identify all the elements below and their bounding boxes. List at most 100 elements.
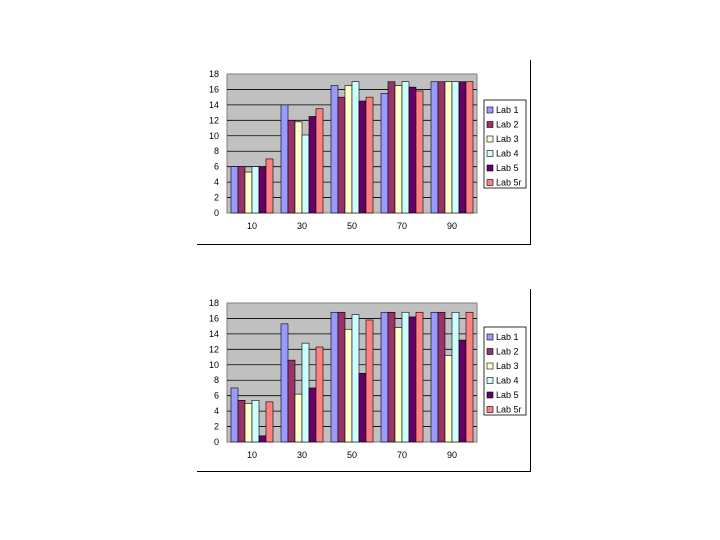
- bar: [401, 311, 410, 443]
- bar: [294, 393, 303, 443]
- y-tick-label: 2: [214, 422, 219, 432]
- legend-label: Lab 3: [496, 361, 519, 371]
- legend-label: Lab 1: [496, 332, 519, 342]
- bar: [458, 339, 467, 443]
- bar: [337, 311, 346, 443]
- bar: [301, 134, 310, 214]
- bar: [344, 85, 353, 214]
- x-tick-label: 90: [447, 221, 457, 231]
- x-tick-label: 10: [247, 450, 257, 460]
- bar: [294, 121, 303, 214]
- legend-swatch: [486, 348, 494, 355]
- bar: [330, 311, 339, 443]
- bar: [408, 86, 417, 214]
- x-tick-label: 90: [447, 450, 457, 460]
- legend-label: Lab 3: [496, 134, 519, 144]
- bar: [230, 166, 239, 214]
- bar: [415, 90, 424, 214]
- bar: [287, 120, 296, 214]
- legend-label: Lab 2: [496, 347, 519, 357]
- legend: [483, 326, 527, 416]
- bar: [437, 311, 446, 443]
- y-tick-label: 18: [209, 69, 219, 79]
- x-tick-label: 10: [247, 221, 257, 231]
- x-tick-label: 30: [297, 450, 307, 460]
- bar: [365, 96, 374, 214]
- y-tick-label: 6: [214, 162, 219, 172]
- y-tick-label: 0: [214, 208, 219, 218]
- y-tick-label: 14: [209, 100, 219, 110]
- x-tick-label: 50: [347, 221, 357, 231]
- x-tick-label: 50: [347, 450, 357, 460]
- chart-2: 18 16 14 12 10 8 6 4 2 0 10 30 50 70 90 Lab 1 Lab 2 Lab 3…: [197, 289, 531, 472]
- y-tick-label: 16: [209, 313, 219, 323]
- bar: [458, 81, 467, 214]
- bar: [265, 401, 274, 443]
- legend-label: Lab 2: [496, 120, 519, 130]
- bar: [451, 311, 460, 443]
- legend-swatch: [486, 333, 494, 341]
- bar: [315, 108, 324, 214]
- y-tick-label: 14: [209, 329, 219, 339]
- x-tick-label: 70: [397, 221, 407, 231]
- legend-swatch: [486, 135, 494, 143]
- bar: [415, 311, 424, 443]
- legend-swatch: [486, 406, 494, 413]
- bar: [387, 311, 396, 443]
- y-tick-label: 6: [214, 391, 219, 401]
- bar: [351, 314, 360, 443]
- y-tick-label: 4: [214, 177, 219, 187]
- bar: [451, 81, 460, 214]
- bar: [308, 387, 317, 443]
- bar: [315, 346, 324, 443]
- y-tick-label: 2: [214, 193, 219, 203]
- bar: [230, 387, 239, 443]
- bar: [380, 93, 389, 214]
- legend-swatch: [486, 106, 494, 114]
- bar: [408, 316, 417, 443]
- bar: [465, 81, 474, 214]
- bar: [330, 85, 339, 214]
- bar: [258, 166, 267, 214]
- chart-1-svg: 18 16 14 12 10 8 6 4 2 0 10 30 50 70 90 Lab 1 Lab 2 Lab 3…: [209, 69, 527, 231]
- bar: [358, 372, 367, 443]
- y-tick-label: 18: [209, 298, 219, 308]
- bar: [430, 81, 439, 214]
- bar: [280, 323, 289, 443]
- x-tick-label: 70: [397, 450, 407, 460]
- legend-swatch: [486, 377, 494, 384]
- bar: [437, 81, 446, 214]
- bar: [380, 311, 389, 443]
- bar: [280, 104, 289, 214]
- bar: [237, 400, 246, 443]
- y-tick-label: 12: [209, 344, 219, 354]
- y-tick-label: 8: [214, 146, 219, 156]
- bar: [244, 403, 253, 443]
- legend-swatch: [486, 164, 494, 172]
- bar: [265, 158, 274, 214]
- bar: [237, 166, 246, 214]
- bar: [444, 355, 453, 443]
- y-tick-label: 0: [214, 437, 219, 447]
- y-tick-label: 10: [209, 360, 219, 370]
- legend-label: Lab 4: [496, 149, 519, 159]
- bar: [430, 311, 439, 443]
- chart-1: 18 16 14 12 10 8 6 4 2 0 10 30 50 70 90 Lab 1 Lab 2 Lab 3…: [197, 60, 531, 245]
- bar: [401, 81, 410, 214]
- bar: [258, 435, 267, 443]
- legend-label: Lab 1: [496, 105, 519, 115]
- legend-swatch: [486, 121, 494, 128]
- y-tick-label: 16: [209, 84, 219, 94]
- bar: [387, 81, 396, 214]
- legend-label: Lab 4: [496, 376, 519, 386]
- x-tick-label: 30: [297, 221, 307, 231]
- bar: [251, 400, 260, 443]
- bar: [358, 100, 367, 214]
- chart-2-svg: 18 16 14 12 10 8 6 4 2 0 10 30 50 70 90 Lab 1 Lab 2 Lab 3…: [209, 298, 527, 460]
- y-tick-label: 10: [209, 131, 219, 141]
- legend-swatch: [486, 362, 494, 370]
- bar: [444, 81, 453, 214]
- legend-swatch: [486, 391, 494, 399]
- bar: [465, 311, 474, 443]
- y-tick-label: 4: [214, 406, 219, 416]
